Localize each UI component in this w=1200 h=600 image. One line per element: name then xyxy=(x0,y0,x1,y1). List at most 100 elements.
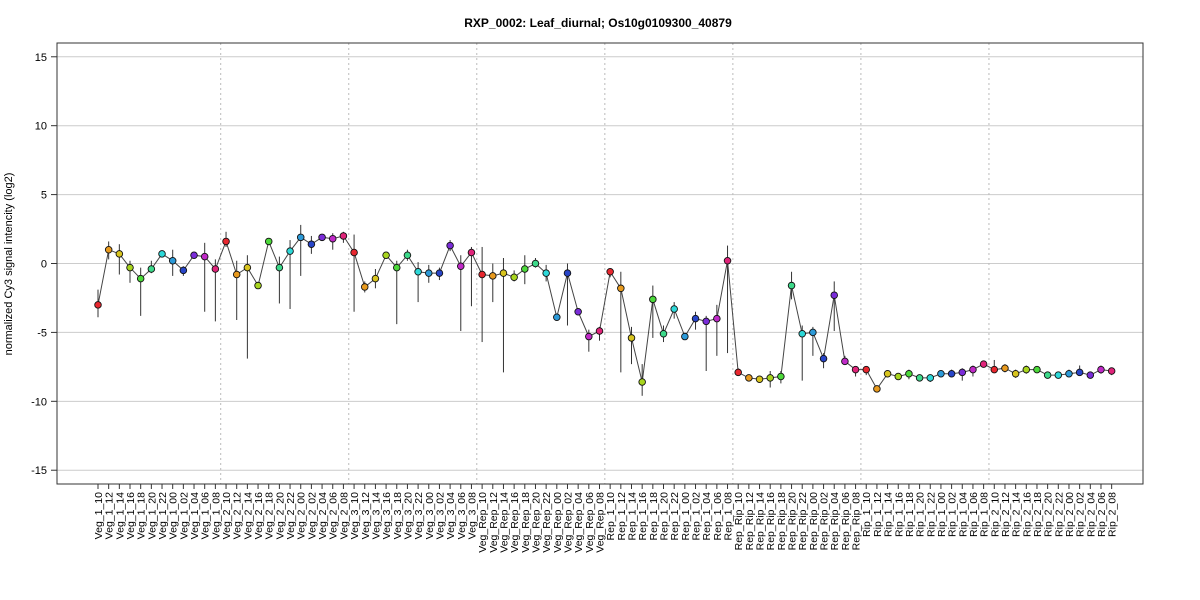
x-tick-label: Rip_2_04 xyxy=(1085,492,1097,537)
data-point xyxy=(328,234,337,243)
x-tick-label: Veg_3_06 xyxy=(456,492,468,539)
data-point xyxy=(563,269,572,277)
data-point xyxy=(531,259,540,268)
x-tick-label: Veg_2_00 xyxy=(296,492,308,539)
data-point xyxy=(211,265,220,273)
x-tick-label: Veg_2_10 xyxy=(221,492,233,539)
x-tick-label: Veg_2_12 xyxy=(232,492,244,539)
x-tick-label: Veg_1_04 xyxy=(189,492,201,539)
data-point xyxy=(830,291,838,299)
x-tick-label: Veg_1_10 xyxy=(93,492,105,539)
data-point xyxy=(873,385,881,393)
x-tick-label: Rep_Rip_16 xyxy=(765,492,777,551)
x-tick-label: Rip_2_06 xyxy=(1096,492,1108,537)
grid-layer xyxy=(57,56,1143,471)
data-point xyxy=(734,368,742,377)
data-point xyxy=(798,330,806,338)
data-point xyxy=(969,365,977,374)
x-tick-label: Veg_3_02 xyxy=(434,492,446,539)
x-tick-label: Rip_2_02 xyxy=(1075,492,1087,537)
data-point xyxy=(243,263,252,272)
data-point xyxy=(894,372,903,381)
data-point xyxy=(755,375,764,384)
data-point xyxy=(275,263,284,272)
x-tick-label: Rip_1_12 xyxy=(872,492,884,537)
y-tick-label: -15 xyxy=(31,465,47,477)
chart-title: RXP_0002: Leaf_diurnal; Os10g0109300_408… xyxy=(464,16,732,30)
data-point xyxy=(947,370,956,378)
data-point xyxy=(574,307,582,316)
x-tick-label: Veg_3_18 xyxy=(392,492,404,539)
data-point xyxy=(670,305,678,313)
data-point xyxy=(264,237,273,246)
x-tick-label: Rep_1_18 xyxy=(648,492,660,541)
data-point xyxy=(286,247,294,255)
x-tick-label: Veg_Rep_20 xyxy=(530,492,542,553)
x-tick-label: Rep_1_14 xyxy=(627,492,639,541)
data-point xyxy=(478,270,486,279)
x-tick-label: Veg_2_14 xyxy=(242,492,254,539)
data-point xyxy=(115,250,124,258)
data-point xyxy=(1075,368,1084,377)
y-tick-label: 5 xyxy=(41,190,47,202)
x-tick-label: Veg_1_06 xyxy=(200,492,212,539)
data-point xyxy=(542,269,550,277)
x-tick-label: Rip_2_14 xyxy=(1011,492,1023,537)
data-point xyxy=(200,252,209,261)
x-tick-label: Rip_1_02 xyxy=(947,492,959,537)
x-tick-label: Rip_1_20 xyxy=(915,492,927,537)
data-point xyxy=(595,327,604,335)
data-point xyxy=(649,295,657,304)
data-point xyxy=(1065,370,1073,378)
error-bars xyxy=(97,224,1113,396)
data-point xyxy=(691,314,700,323)
data-point xyxy=(499,269,508,277)
data-point xyxy=(958,368,967,377)
data-point xyxy=(553,313,561,321)
x-tick-label: Rep_Rip_22 xyxy=(797,492,809,551)
data-point xyxy=(403,251,412,259)
x-tick-label: Veg_1_00 xyxy=(168,492,180,539)
x-tick-label: Rep_1_06 xyxy=(712,492,724,541)
x-tick-label: Rep_Rip_18 xyxy=(776,492,788,551)
data-point xyxy=(1033,365,1041,374)
x-tick-label: Veg_3_10 xyxy=(349,492,361,539)
x-tick-label: Veg_1_12 xyxy=(104,492,116,539)
x-tick-label: Veg_2_08 xyxy=(338,492,350,539)
x-tick-label: Rep_1_02 xyxy=(691,492,703,541)
data-point xyxy=(222,237,230,246)
x-tick-label: Rip_1_08 xyxy=(979,492,991,537)
x-tick-label: Rip_1_10 xyxy=(861,492,873,537)
data-point xyxy=(510,273,518,282)
data-point xyxy=(435,269,444,277)
data-point xyxy=(350,248,358,257)
data-point xyxy=(521,265,529,273)
x-tick-label: Veg_1_22 xyxy=(157,492,169,539)
x-tick-label: Rep_Rip_04 xyxy=(829,492,841,551)
x-tick-label: Rip_2_12 xyxy=(1000,492,1012,537)
x-tick-label: Rep_Rip_00 xyxy=(808,492,820,551)
x-tick-label: Veg_Rep_14 xyxy=(498,492,510,553)
data-point xyxy=(841,357,849,366)
data-point xyxy=(94,301,102,309)
data-point xyxy=(190,251,198,259)
x-tick-label: Rep_Rip_12 xyxy=(744,492,756,551)
data-point xyxy=(713,314,721,323)
x-tick-label: Rep_1_04 xyxy=(701,492,713,541)
x-tick-label: Rip_2_16 xyxy=(1021,492,1033,537)
x-tick-label: Veg_Rep_04 xyxy=(573,492,585,553)
x-tick-label: Rep_Rip_20 xyxy=(787,492,799,551)
x-tick-label: Veg_Rep_16 xyxy=(509,492,521,553)
data-point xyxy=(1011,370,1020,378)
x-tick-label: Veg_1_14 xyxy=(114,492,126,539)
y-tick-label: 0 xyxy=(41,259,47,271)
data-point xyxy=(179,266,188,275)
data-point xyxy=(457,262,465,271)
data-point xyxy=(915,374,924,382)
x-tick-label: Rep_Rip_08 xyxy=(851,492,863,551)
x-tick-label: Veg_Rep_10 xyxy=(477,492,489,553)
data-point xyxy=(126,263,134,272)
data-point xyxy=(606,268,614,276)
x-tick-label: Rep_1_10 xyxy=(605,492,617,541)
y-tick-label: 15 xyxy=(35,52,47,64)
